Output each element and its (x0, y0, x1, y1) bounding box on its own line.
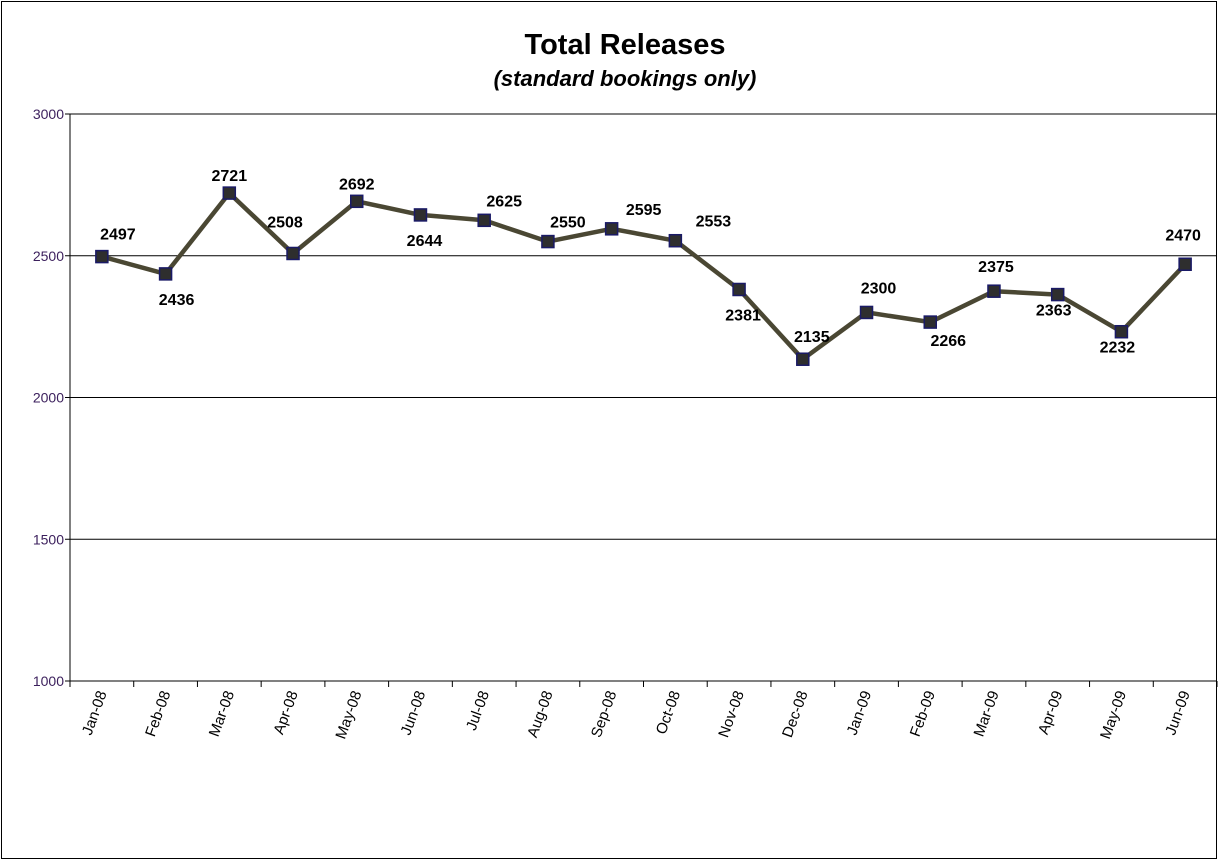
x-tick-label: Mar-09 (971, 689, 1003, 739)
data-label: 2300 (861, 280, 897, 297)
gridlines (70, 113, 1217, 682)
data-label: 2436 (159, 292, 195, 309)
x-tick-label: Jun-08 (398, 689, 430, 738)
data-point (796, 352, 810, 366)
x-tick-label: Sep-08 (588, 689, 621, 740)
data-labels: 2497 2436 2721 2508 2692 2644 2625 2550 2595 2553… (100, 168, 1201, 357)
data-label: 2625 (486, 193, 522, 210)
series-line (101, 190, 1187, 362)
chart-subtitle: (standard bookings only) (494, 66, 757, 91)
data-label: 2644 (407, 233, 443, 250)
data-label: 2375 (978, 259, 1014, 276)
y-tick-label: 1000 (33, 673, 64, 689)
data-label: 2135 (794, 329, 830, 346)
data-point (1178, 257, 1192, 272)
x-tick-label: Apr-08 (270, 689, 301, 737)
x-tick-label: Feb-09 (907, 689, 939, 739)
y-tick-label: 2000 (33, 390, 64, 406)
x-tick-label: Jul-08 (463, 689, 493, 733)
data-point (477, 213, 491, 228)
data-label: 2721 (212, 168, 248, 185)
y-tick-label: 3000 (33, 106, 64, 122)
data-point (604, 222, 619, 236)
x-tick-label: Nov-08 (715, 689, 748, 740)
data-label: 2550 (550, 215, 586, 232)
data-point (1114, 324, 1129, 339)
x-tick-label: Aug-08 (524, 689, 557, 740)
data-point (923, 315, 937, 329)
x-tick-label: Jan-08 (79, 689, 111, 738)
data-point (668, 233, 683, 248)
data-point (413, 208, 428, 222)
x-tick-label: May-09 (1097, 689, 1130, 742)
data-label: 2470 (1165, 227, 1201, 244)
data-label: 2508 (267, 214, 303, 231)
x-tick-label: Jun-09 (1162, 689, 1194, 738)
data-point (859, 305, 874, 320)
x-tick-label: Mar-08 (206, 689, 238, 739)
y-tick-label: 1500 (33, 531, 64, 547)
data-point (1050, 287, 1065, 302)
data-point (95, 249, 109, 264)
data-label: 2692 (339, 176, 375, 193)
data-label: 2266 (930, 333, 966, 350)
data-label: 2381 (725, 307, 761, 324)
x-tick-label: May-08 (332, 689, 365, 742)
data-label: 2363 (1036, 303, 1072, 320)
chart-title: Total Releases (525, 29, 726, 61)
data-label: 2553 (696, 214, 732, 231)
y-tick-label: 2500 (33, 248, 64, 264)
data-point (541, 234, 555, 249)
data-point (286, 246, 300, 261)
x-tick-label: Dec-08 (779, 689, 812, 740)
data-point (732, 282, 746, 297)
data-label: 2497 (100, 227, 136, 244)
data-point (158, 267, 173, 281)
x-tick-label: Jan-09 (844, 689, 876, 738)
data-point (350, 194, 364, 209)
data-label: 2232 (1100, 340, 1136, 357)
data-series (95, 186, 1192, 366)
data-point (987, 284, 1001, 298)
x-tick-label: Oct-08 (653, 689, 684, 737)
x-tick-label: Apr-09 (1035, 689, 1066, 737)
x-tick-label: Feb-08 (142, 689, 174, 739)
data-label: 2595 (626, 202, 662, 219)
data-point (222, 186, 237, 200)
